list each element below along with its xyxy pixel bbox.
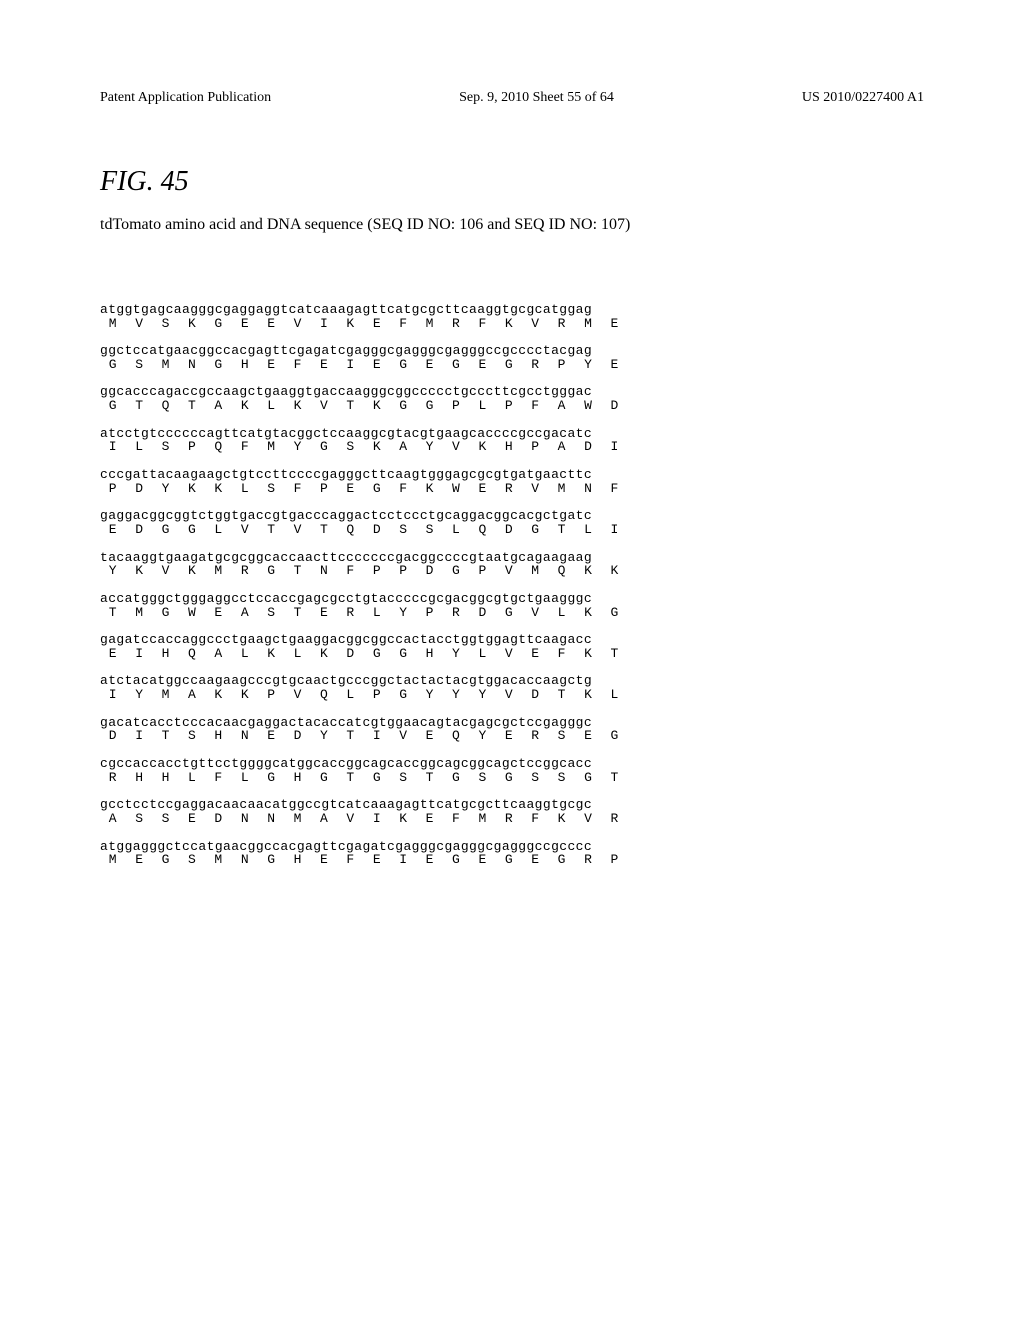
sequence-pair: gacatcacctcccacaacgaggactacaccatcgtggaac…	[100, 716, 924, 743]
dna-line: tacaaggtgaagatgcgcggcaccaacttcccccccgacg…	[100, 551, 924, 565]
amino-acid-line: R H H L F L G H G T G S T G S G S S G T	[100, 771, 924, 785]
amino-acid-line: E I H Q A L K L K D G G H Y L V E F K T	[100, 647, 924, 661]
dna-line: atctacatggccaagaagcccgtgcaactgcccggctact…	[100, 674, 924, 688]
amino-acid-line: I Y M A K K P V Q L P G Y Y Y V D T K L	[100, 688, 924, 702]
dna-line: cccgattacaagaagctgtccttccccgagggcttcaagt…	[100, 468, 924, 482]
sequence-pair: cccgattacaagaagctgtccttccccgagggcttcaagt…	[100, 468, 924, 495]
sequence-pair: atcctgtccccccagttcatgtacggctccaaggcgtacg…	[100, 427, 924, 454]
amino-acid-line: A S S E D N N M A V I K E F M R F K V R	[100, 812, 924, 826]
dna-line: ggcacccagaccgccaagctgaaggtgaccaagggcggcc…	[100, 385, 924, 399]
amino-acid-line: I L S P Q F M Y G S K A Y V K H P A D I	[100, 440, 924, 454]
amino-acid-line: Y K V K M R G T N F P P D G P V M Q K K	[100, 564, 924, 578]
sequence-block: atggtgagcaagggcgaggaggtcatcaaagagttcatgc…	[100, 262, 924, 867]
figure-label: FIG. 45	[100, 166, 924, 198]
sequence-pair: atggtgagcaagggcgaggaggtcatcaaagagttcatgc…	[100, 303, 924, 330]
dna-line: accatgggctgggaggcctccaccgagcgcctgtaccccc…	[100, 592, 924, 606]
dna-line: ggctccatgaacggccacgagttcgagatcgagggcgagg…	[100, 344, 924, 358]
sequence-pair: tacaaggtgaagatgcgcggcaccaacttcccccccgacg…	[100, 551, 924, 578]
dna-line: atggagggctccatgaacggccacgagttcgagatcgagg…	[100, 840, 924, 854]
sequence-title: tdTomato amino acid and DNA sequence (SE…	[100, 216, 924, 234]
dna-line: atcctgtccccccagttcatgtacggctccaaggcgtacg…	[100, 427, 924, 441]
header-center: Sep. 9, 2010 Sheet 55 of 64	[459, 90, 614, 106]
page: Patent Application Publication Sep. 9, 2…	[0, 0, 1024, 1320]
dna-line: gacatcacctcccacaacgaggactacaccatcgtggaac…	[100, 716, 924, 730]
sequence-pair: atctacatggccaagaagcccgtgcaactgcccggctact…	[100, 674, 924, 701]
amino-acid-line: G T Q T A K L K V T K G G P L P F A W D	[100, 399, 924, 413]
dna-line: gcctcctccgaggacaacaacatggccgtcatcaaagagt…	[100, 798, 924, 812]
dna-line: gaggacggcggtctggtgaccgtgacccaggactcctccc…	[100, 509, 924, 523]
sequence-pair: atggagggctccatgaacggccacgagttcgagatcgagg…	[100, 840, 924, 867]
amino-acid-line: M E G S M N G H E F E I E G E G E G R P	[100, 853, 924, 867]
amino-acid-line: E D G G L V T V T Q D S S L Q D G T L I	[100, 523, 924, 537]
sequence-pair: ggcacccagaccgccaagctgaaggtgaccaagggcggcc…	[100, 385, 924, 412]
dna-line: atggtgagcaagggcgaggaggtcatcaaagagttcatgc…	[100, 303, 924, 317]
dna-line: cgccaccacctgttcctggggcatggcaccggcagcaccg…	[100, 757, 924, 771]
sequence-pair: gcctcctccgaggacaacaacatggccgtcatcaaagagt…	[100, 798, 924, 825]
sequence-pair: gagatccaccaggccctgaagctgaaggacggcggccact…	[100, 633, 924, 660]
sequence-pair: ggctccatgaacggccacgagttcgagatcgagggcgagg…	[100, 344, 924, 371]
page-header: Patent Application Publication Sep. 9, 2…	[100, 90, 924, 106]
amino-acid-line: P D Y K K L S F P E G F K W E R V M N F	[100, 482, 924, 496]
sequence-pair: cgccaccacctgttcctggggcatggcaccggcagcaccg…	[100, 757, 924, 784]
sequence-pair: gaggacggcggtctggtgaccgtgacccaggactcctccc…	[100, 509, 924, 536]
amino-acid-line: D I T S H N E D Y T I V E Q Y E R S E G	[100, 729, 924, 743]
amino-acid-line: T M G W E A S T E R L Y P R D G V L K G	[100, 606, 924, 620]
amino-acid-line: G S M N G H E F E I E G E G E G R P Y E	[100, 358, 924, 372]
sequence-pair: accatgggctgggaggcctccaccgagcgcctgtaccccc…	[100, 592, 924, 619]
amino-acid-line: M V S K G E E V I K E F M R F K V R M E	[100, 317, 924, 331]
dna-line: gagatccaccaggccctgaagctgaaggacggcggccact…	[100, 633, 924, 647]
header-left: Patent Application Publication	[100, 90, 271, 106]
header-right: US 2010/0227400 A1	[802, 90, 924, 106]
